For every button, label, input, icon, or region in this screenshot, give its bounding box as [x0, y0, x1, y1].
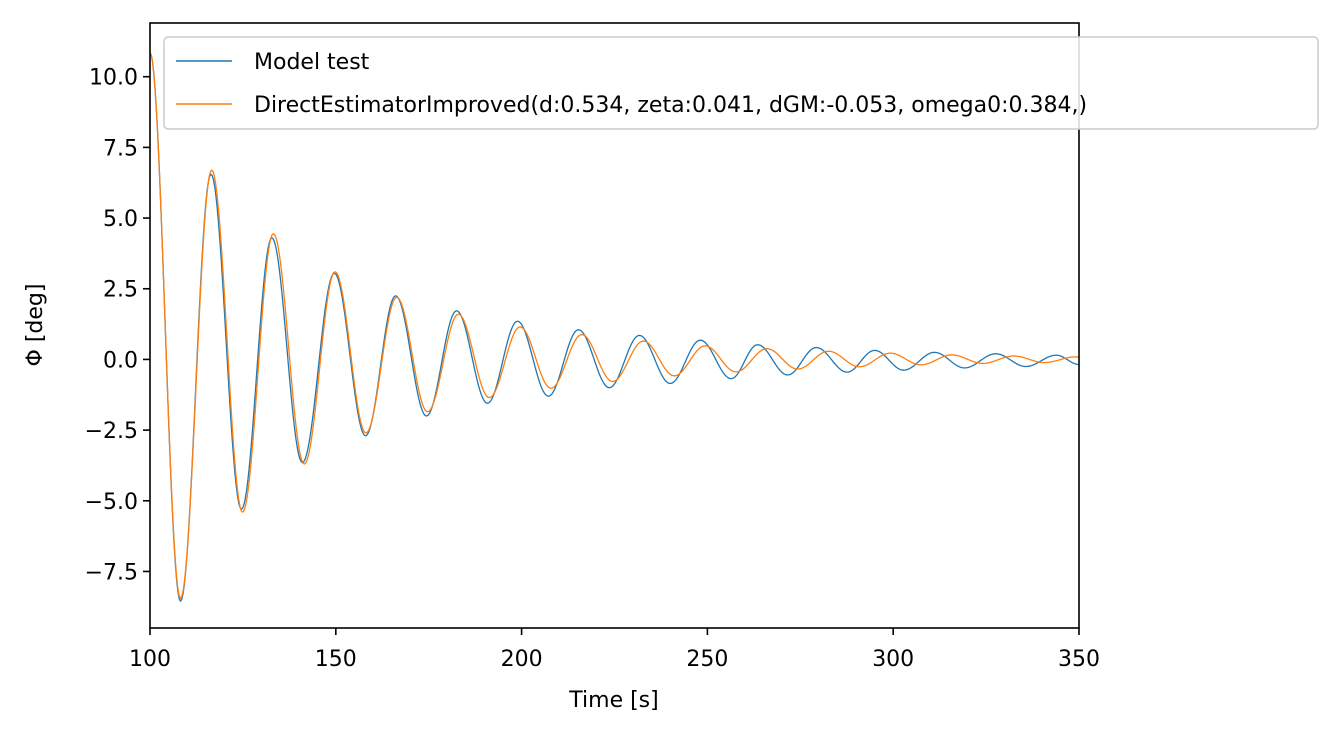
y-tick-label: −7.5	[85, 560, 138, 585]
y-tick-label: 2.5	[103, 278, 138, 303]
series-layer	[150, 52, 1079, 602]
y-tick-label: −5.0	[85, 490, 138, 515]
series-line-1	[150, 52, 1079, 599]
y-tick-label: 5.0	[103, 207, 138, 232]
y-tick-label: −2.5	[85, 419, 138, 444]
legend: Model test DirectEstimatorImproved(d:0.5…	[163, 36, 1319, 130]
y-tick-label: 10.0	[89, 66, 138, 91]
y-axis: −7.5 −5.0 −2.5 0.0 2.5 5.0 7.5 10.0	[85, 66, 150, 585]
x-axis-label: Time [s]	[568, 688, 658, 713]
y-tick-label: 0.0	[103, 348, 138, 373]
x-tick-label: 300	[872, 647, 914, 672]
plot-frame	[149, 22, 1080, 629]
legend-label-model-test: Model test	[254, 50, 370, 75]
legend-box	[163, 36, 1319, 130]
y-tick-label: 7.5	[103, 136, 138, 161]
x-axis: 100 150 200 250 300 350	[129, 628, 1100, 672]
legend-label-direct-estimator: DirectEstimatorImproved(d:0.534, zeta:0.…	[254, 93, 1087, 118]
y-axis-label: Φ [deg]	[23, 284, 48, 367]
x-tick-label: 350	[1058, 647, 1100, 672]
x-tick-label: 250	[686, 647, 728, 672]
x-tick-label: 150	[315, 647, 357, 672]
series-line-0	[150, 52, 1079, 602]
x-tick-label: 100	[129, 647, 171, 672]
x-tick-label: 200	[501, 647, 543, 672]
